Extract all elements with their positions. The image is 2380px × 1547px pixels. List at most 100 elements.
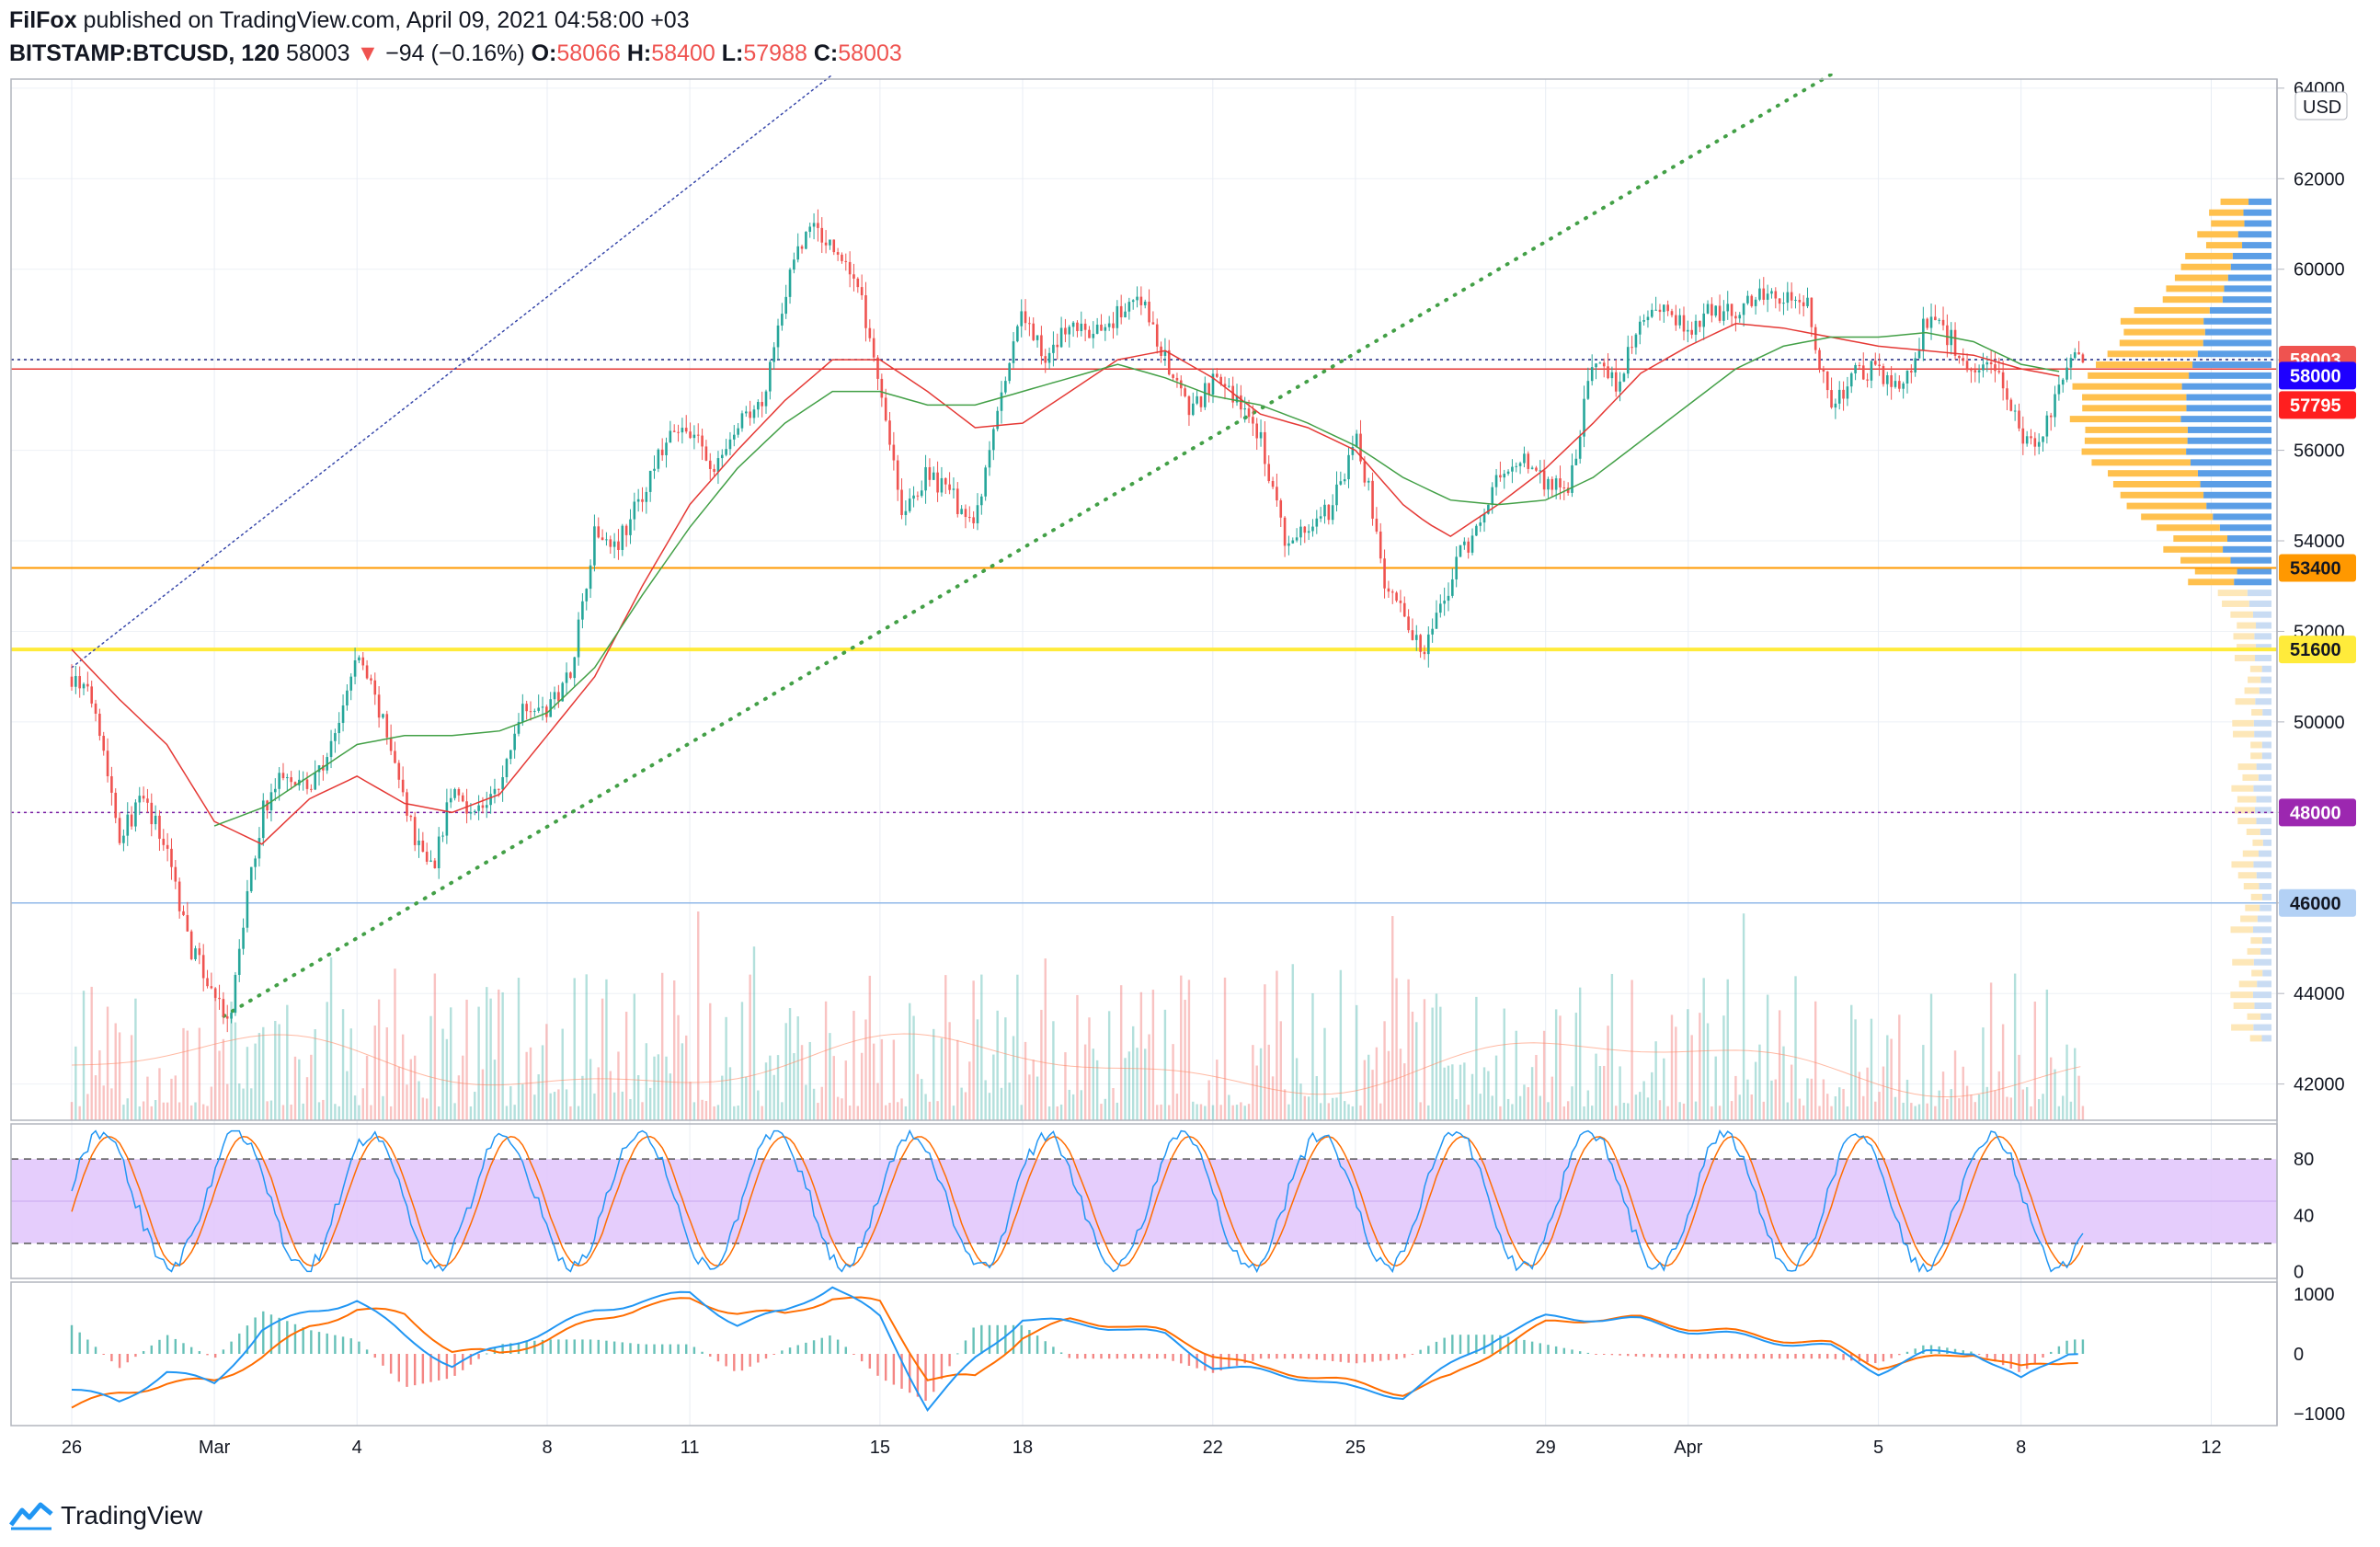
macd-histogram-bar	[621, 1342, 624, 1354]
candle-body	[385, 714, 389, 738]
volume-bar	[1012, 1036, 1015, 1120]
profile-down-bar	[2188, 579, 2235, 586]
volume-bar	[433, 973, 437, 1120]
macd-histogram-bar	[1977, 1354, 1981, 1355]
macd-histogram-bar	[1515, 1338, 1517, 1354]
volume-bar	[933, 1028, 935, 1120]
macd-histogram-bar	[1523, 1339, 1526, 1354]
candle-body	[1107, 323, 1111, 327]
open-value: 58066	[556, 40, 621, 66]
volume-bar	[689, 1082, 692, 1120]
candle-body	[1559, 478, 1562, 488]
candle-body	[74, 676, 77, 687]
volume-bar	[1494, 1055, 1498, 1120]
volume-bar	[1187, 980, 1191, 1120]
candle-body	[1666, 304, 1669, 312]
x-tick-label: Apr	[1674, 1438, 1702, 1458]
volume-bar	[2049, 1057, 2053, 1120]
volume-bar	[1917, 1104, 1921, 1120]
candle-body	[800, 246, 804, 249]
macd-histogram-bar	[669, 1344, 672, 1354]
candle-body	[1711, 304, 1713, 316]
candle-body	[1894, 381, 1897, 387]
volume-bar	[154, 1100, 157, 1120]
y-tick-label: 62000	[2294, 169, 2345, 189]
candle-body	[892, 444, 896, 461]
macd-histogram-bar	[1124, 1354, 1127, 1359]
volume-bar	[222, 1038, 225, 1120]
profile-down-bar	[2230, 926, 2253, 934]
candle-body	[1726, 304, 1730, 312]
candle-body	[728, 439, 732, 450]
profile-down-bar	[2084, 437, 2188, 444]
volume-bar	[138, 1106, 141, 1120]
volume-bar	[956, 1039, 959, 1120]
volume-bar	[1184, 1000, 1186, 1120]
volume-bar	[1642, 1081, 1645, 1120]
volume-bar	[1934, 1106, 1937, 1120]
candle-body	[1977, 370, 1981, 372]
macd-line	[71, 1286, 2078, 1412]
macd-histogram-bar	[709, 1354, 712, 1357]
profile-up-bar	[2234, 579, 2271, 586]
time-axis[interactable]: 26 Mar 4 8 11 15 18 22 25 29 Apr 5 8 12	[62, 1438, 2222, 1458]
macd-histogram-bar	[1068, 1354, 1070, 1358]
macd-histogram-bar	[1116, 1354, 1119, 1359]
candle-body	[1459, 544, 1462, 557]
candle-body	[1155, 324, 1159, 347]
volume-bar	[2013, 973, 2017, 1120]
chart-canvas[interactable]: 6400062000600005800056000540005200050000…	[0, 74, 2380, 1495]
candle-body	[2018, 410, 2020, 429]
candle-body	[1399, 601, 1402, 603]
price-axis[interactable]: 6400062000600005800056000540005200050000…	[2277, 79, 2348, 1425]
volume-bar	[314, 1029, 316, 1120]
author-name[interactable]: FilFox	[9, 7, 77, 33]
tradingview-footer[interactable]: TradingView	[9, 1497, 202, 1534]
price-tag-48000: 48000	[2290, 803, 2341, 823]
profile-down-bar	[2248, 676, 2261, 683]
volume-bar	[1016, 974, 1019, 1120]
volume-bar	[1399, 1049, 1402, 1120]
candle-body	[1790, 292, 1793, 301]
candle-body	[413, 817, 417, 845]
macd-histogram-bar	[86, 1339, 89, 1354]
macd-histogram-bar	[1211, 1354, 1215, 1373]
candle-body	[1699, 320, 1701, 327]
macd-histogram-bar	[1634, 1354, 1638, 1357]
candle-body	[1837, 389, 1841, 404]
symbol-label[interactable]: BITSTAMP:BTCUSD, 120	[9, 40, 280, 66]
volume-bar	[1997, 1071, 2000, 1120]
candle-body	[222, 999, 225, 1017]
macd-pane	[70, 1286, 2085, 1412]
profile-up-bar	[2227, 274, 2271, 281]
volume-bar	[421, 1097, 425, 1120]
candle-body	[1946, 325, 1949, 346]
volume-bar	[1080, 1090, 1082, 1120]
candle-body	[489, 794, 492, 806]
candle-body	[150, 802, 154, 825]
macd-histogram-bar	[501, 1344, 504, 1354]
candle-body	[757, 402, 760, 410]
volume-bar	[457, 1075, 461, 1120]
volume-bar	[1654, 1041, 1657, 1120]
volume-bar	[2025, 1086, 2029, 1120]
y-tick-label: 54000	[2294, 532, 2345, 552]
volume-bar	[1890, 1038, 1893, 1120]
candle-body	[1898, 381, 1901, 389]
profile-down-bar	[2249, 665, 2262, 672]
volume-ma-line	[71, 1033, 2081, 1098]
volume-bar	[1523, 1084, 1526, 1120]
volume-bar	[1658, 1100, 1662, 1120]
volume-bar	[597, 1067, 600, 1120]
macd-histogram-bar	[725, 1354, 727, 1367]
volume-bar	[740, 1002, 744, 1120]
profile-down-bar	[2231, 861, 2254, 868]
close-value: 58003	[838, 40, 902, 66]
macd-histogram-bar	[1363, 1354, 1367, 1363]
volume-bar	[776, 1055, 780, 1120]
profile-up-bar	[2259, 883, 2271, 890]
candle-body	[860, 287, 864, 296]
candle-body	[1914, 358, 1917, 373]
volume-bar	[1343, 1101, 1346, 1120]
macd-histogram-bar	[565, 1339, 568, 1354]
